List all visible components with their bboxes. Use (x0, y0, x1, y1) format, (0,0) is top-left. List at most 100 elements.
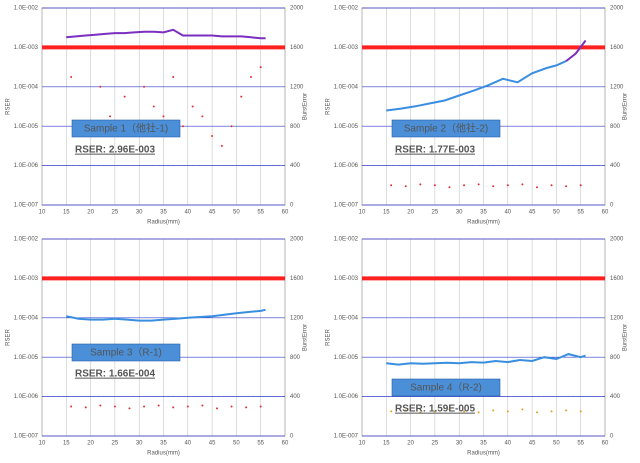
burst-error-point (211, 135, 214, 138)
x-tick-label: 15 (383, 210, 390, 216)
x-axis-title: Radius(mm) (467, 220, 500, 226)
x-tick-label: 45 (529, 210, 536, 216)
y-tick-label: 1.0E-002 (334, 6, 359, 12)
chart: 10 15 20 25 30 35 40 45 50 55 600 400 800 1200 1600 200… (6, 6, 309, 226)
burst-error-point (448, 186, 451, 189)
y-tick-label: 1.0E-004 (14, 315, 39, 321)
burst-error-point (70, 405, 73, 408)
rser-label: RSER: 2.96E-003 (75, 145, 155, 156)
burst-error-point (477, 411, 480, 414)
burst-error-point (240, 95, 243, 98)
rser-line (565, 39, 587, 62)
burst-error-point (404, 185, 407, 188)
x-tick-label: 45 (529, 441, 536, 447)
x-tick-label: 55 (257, 441, 264, 447)
burst-error-point (128, 407, 131, 410)
x-tick-label: 20 (87, 210, 94, 216)
burst-error-point (109, 115, 112, 118)
y2-tick-label: 2000 (610, 6, 624, 12)
y-tick-label: 1.0E-002 (14, 237, 39, 243)
burst-error-point (506, 410, 509, 413)
burst-error-point (565, 185, 568, 188)
rser-label: RSER: 1.59E-005 (395, 404, 475, 415)
x-tick-label: 25 (112, 210, 119, 216)
y2-tick-label: 2000 (290, 237, 304, 243)
chart: 10 15 20 25 30 35 40 45 50 55 600 400 800 1200 1600 200… (326, 237, 629, 457)
y2-tick-label: 800 (610, 355, 621, 361)
burst-error-point (157, 404, 160, 407)
y-tick-label: 1.0E-002 (334, 237, 359, 243)
x-tick-label: 30 (136, 441, 143, 447)
x-tick-label: 10 (359, 441, 366, 447)
x-tick-label: 55 (257, 210, 264, 216)
y-tick-label: 1.0E-006 (334, 163, 359, 169)
y-tick-label: 1.0E-003 (14, 45, 39, 51)
x-tick-label: 15 (383, 441, 390, 447)
burst-error-point (259, 405, 262, 408)
y2-axis-title: BurstError (303, 324, 309, 351)
x-tick-label: 35 (480, 210, 487, 216)
x-tick-label: 40 (184, 210, 191, 216)
y-tick-label: 1.0E-002 (14, 6, 39, 12)
y2-tick-label: 2000 (610, 237, 624, 243)
burst-error-point (477, 183, 480, 186)
y-tick-label: 1.0E-005 (334, 355, 359, 361)
burst-error-point (230, 405, 233, 408)
y-axis-title: RSER (6, 97, 12, 114)
y2-tick-label: 800 (290, 355, 301, 361)
x-tick-label: 25 (432, 210, 439, 216)
rser-line (386, 353, 586, 366)
chart: 10 15 20 25 30 35 40 45 50 55 600 400 800 1200 1600 200… (6, 237, 309, 457)
x-tick-label: 10 (359, 210, 366, 216)
sample-label: Sample 3（R-1) (90, 347, 162, 359)
y-tick-label: 1.0E-004 (14, 84, 39, 90)
burst-error-point (506, 184, 509, 187)
y-tick-label: 1.0E-003 (334, 45, 359, 51)
y2-axis-title: BurstError (623, 324, 629, 351)
burst-error-point (535, 411, 538, 414)
y-tick-label: 1.0E-003 (334, 276, 359, 282)
burst-error-point (419, 411, 422, 414)
burst-error-point (245, 406, 248, 409)
burst-error-point (123, 95, 126, 98)
y-axis-title: RSER (326, 97, 332, 114)
burst-error-point (535, 186, 538, 189)
y-tick-label: 1.0E-007 (14, 434, 39, 440)
y-tick-label: 1.0E-006 (14, 163, 39, 169)
y-tick-label: 1.0E-004 (334, 315, 359, 321)
burst-error-point (191, 105, 194, 108)
sample-label: Sample 4（R-2) (410, 382, 482, 394)
burst-error-point (579, 410, 582, 413)
burst-error-point (565, 409, 568, 412)
burst-error-point (579, 184, 582, 187)
sample-label: Sample 2（他社-2) (404, 122, 488, 135)
rser-line (66, 28, 266, 40)
x-tick-label: 20 (407, 210, 414, 216)
burst-error-point (230, 125, 233, 128)
x-tick-label: 15 (63, 441, 70, 447)
burst-error-point (99, 404, 102, 407)
x-tick-label: 40 (184, 441, 191, 447)
burst-error-point (521, 408, 524, 411)
burst-error-point (172, 75, 175, 78)
x-tick-label: 60 (602, 441, 609, 447)
sample-box (71, 343, 181, 362)
x-tick-label: 40 (504, 210, 511, 216)
y2-tick-label: 1200 (290, 84, 304, 90)
y-tick-label: 1.0E-005 (334, 124, 359, 130)
x-axis-title: Radius(mm) (467, 451, 500, 457)
rser-label: RSER: 1.77E-003 (395, 145, 475, 156)
burst-error-point (201, 404, 204, 407)
x-axis-title: Radius(mm) (147, 451, 180, 457)
burst-error-point (84, 406, 87, 409)
x-tick-label: 35 (160, 210, 167, 216)
y2-tick-label: 400 (610, 163, 621, 169)
burst-error-point (390, 410, 393, 413)
y-tick-label: 1.0E-007 (14, 203, 39, 209)
x-tick-label: 55 (577, 441, 584, 447)
sample-box (391, 378, 501, 397)
x-tick-label: 50 (233, 210, 240, 216)
x-tick-label: 10 (39, 441, 46, 447)
burst-error-point (259, 66, 262, 69)
x-tick-label: 30 (136, 210, 143, 216)
